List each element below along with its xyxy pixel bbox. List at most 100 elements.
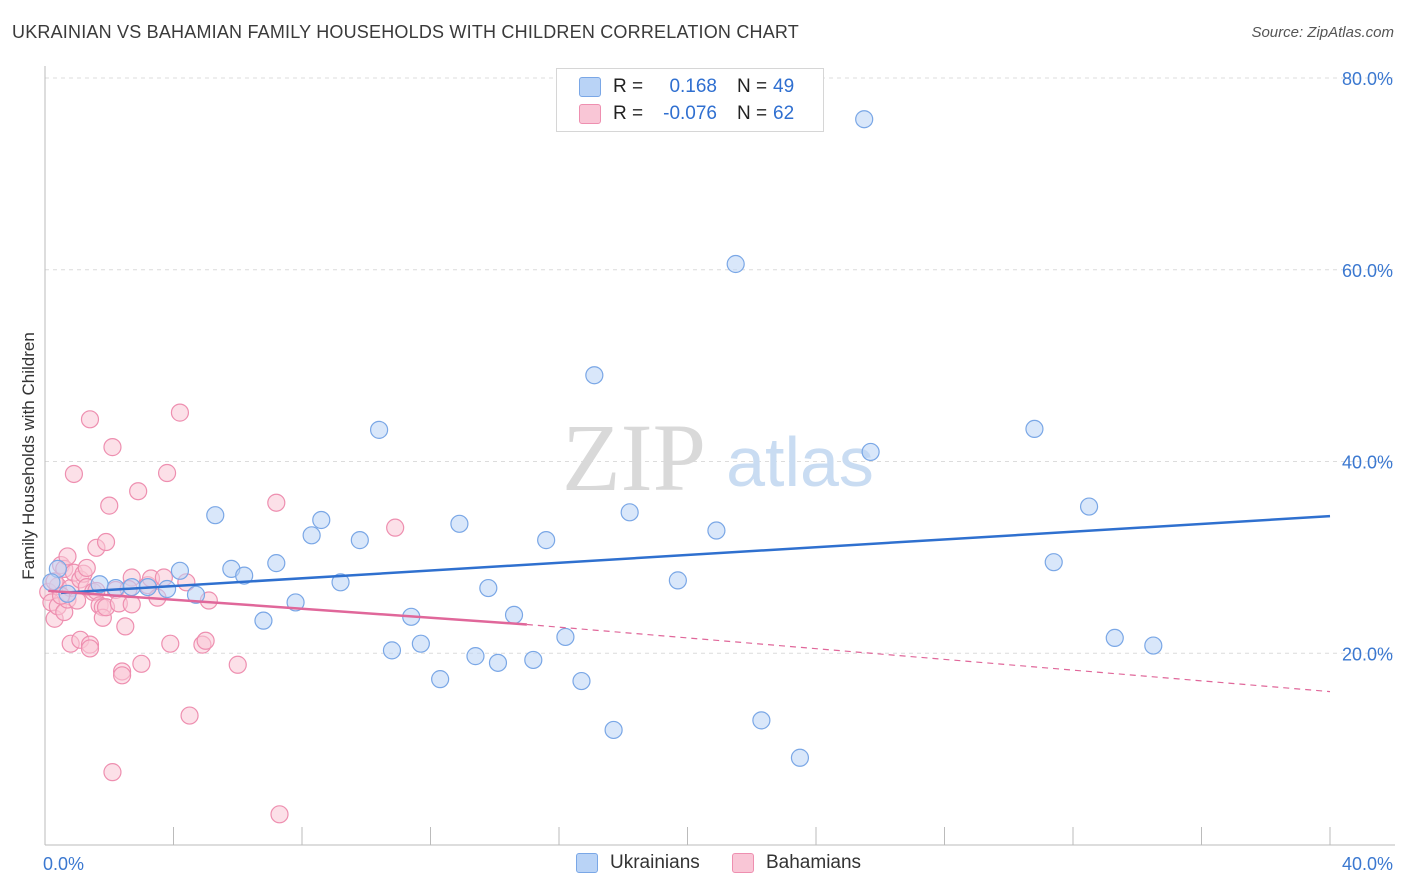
legend-row-ukrainians: R = 0.168 N = 49 — [579, 74, 794, 100]
chart-title: UKRAINIAN VS BAHAMIAN FAMILY HOUSEHOLDS … — [12, 22, 799, 42]
y-tick-label: 40.0% — [1342, 453, 1393, 473]
n-label: N = — [737, 103, 768, 124]
legend-item-ukrainians[interactable]: Ukrainians — [576, 852, 700, 874]
ukrainians-point — [504, 605, 524, 625]
bahamians-point — [103, 763, 122, 782]
series-legend: Ukrainians Bahamians — [0, 852, 1406, 878]
ukrainians-point — [1144, 636, 1163, 655]
bahamians-point — [96, 532, 116, 552]
ukrainians-point — [450, 514, 469, 533]
bahamians-point — [132, 654, 151, 673]
r-label: R = — [613, 76, 644, 97]
r-value: -0.076 — [663, 103, 717, 124]
ukrainians-point — [524, 650, 543, 670]
bahamians-point — [64, 464, 84, 484]
x-tick-label: 40.0% — [1342, 854, 1393, 874]
bahamians-point — [196, 631, 215, 650]
ukrainians-point — [488, 653, 508, 672]
source-label: Source: ZipAtlas.com — [1251, 24, 1394, 41]
watermark: ZIP atlas — [562, 404, 874, 511]
bahamians-point — [129, 482, 148, 501]
bahamians-point — [80, 639, 100, 658]
bahamians-point — [58, 547, 77, 566]
ukrainians-point — [861, 442, 880, 462]
ukrainians-point — [707, 521, 726, 540]
y-tick-label: 80.0% — [1342, 69, 1393, 89]
tick-labels: 20.0% 40.0% 60.0% 80.0% 0.0% 40.0% — [43, 69, 1393, 874]
bahamians-point — [267, 493, 286, 512]
y-tick-label: 20.0% — [1342, 644, 1393, 664]
legend-label-ukrainians: Ukrainians — [610, 852, 700, 873]
ukrainians-point — [466, 647, 485, 666]
ukrainians-point — [411, 634, 430, 653]
bahamians-point — [228, 655, 247, 674]
bahamians-point — [77, 558, 96, 578]
ukrainians-point — [235, 566, 254, 585]
bahamians-point — [103, 438, 122, 457]
y-tick-label: 60.0% — [1342, 261, 1393, 281]
bahamians-swatch — [579, 104, 601, 124]
bahamians-point — [157, 463, 177, 483]
bahamians-point — [100, 496, 119, 515]
watermark-zip: ZIP — [562, 404, 706, 511]
ukrainians-point — [431, 670, 450, 689]
ukrainians-point — [42, 573, 61, 592]
n-value: 62 — [773, 103, 795, 124]
ukrainians-point — [585, 366, 604, 385]
bahamians-point — [112, 666, 132, 685]
ukrainians-point — [537, 531, 556, 550]
ukrainians-swatch — [576, 853, 598, 873]
ukrainians-point — [620, 503, 639, 522]
ukrainians-point — [312, 510, 331, 530]
axes — [44, 66, 1395, 846]
bahamians-point — [80, 410, 100, 429]
bahamians-trend-line — [48, 589, 527, 626]
ukrainians-point — [1079, 497, 1099, 516]
ukrainians-point — [206, 506, 225, 525]
ukrainians-point — [382, 641, 402, 660]
ukrainians-point — [668, 571, 687, 590]
ukrainians-trend-line — [60, 514, 1331, 595]
bahamians-swatch — [732, 853, 754, 873]
x-tick-label: 0.0% — [43, 854, 84, 874]
bahamians-point — [270, 805, 289, 824]
legend-row-bahamians: R = -0.076 N = 62 — [579, 101, 794, 127]
n-label: N = — [737, 76, 768, 97]
ukrainians-swatch — [579, 77, 601, 97]
bahamians-points — [39, 403, 405, 824]
bahamians-point — [180, 706, 199, 725]
y-axis-label: Family Households with Children — [19, 332, 38, 580]
ukrainians-point — [331, 573, 350, 592]
legend-label-bahamians: Bahamians — [766, 852, 862, 873]
n-value: 49 — [773, 76, 795, 97]
ukrainians-point — [752, 711, 771, 730]
ukrainians-point — [556, 627, 575, 647]
r-label: R = — [613, 103, 644, 124]
ukrainians-point — [157, 579, 177, 599]
ukrainians-point — [186, 585, 206, 604]
ukrainians-point — [726, 254, 745, 274]
ukrainians-point — [286, 593, 305, 612]
grid-lines — [45, 77, 1395, 654]
ukrainians-point — [267, 554, 286, 573]
ukrainians-point — [370, 420, 389, 439]
ukrainians-point — [302, 526, 321, 545]
ukrainians-point — [572, 671, 591, 691]
bahamians-point — [170, 403, 190, 422]
correlation-legend: R = 0.168 N = 49 R = -0.076 N = 62 — [556, 68, 824, 132]
ukrainians-point — [1025, 419, 1044, 439]
ukrainians-point — [604, 720, 623, 740]
r-value: 0.168 — [669, 76, 717, 97]
watermark-atlas: atlas — [726, 423, 874, 501]
ukrainians-point — [1044, 553, 1063, 572]
ukrainians-points — [42, 110, 1163, 767]
ukrainians-point — [350, 531, 369, 550]
bahamians-point — [116, 617, 135, 636]
bahamians-point — [161, 634, 180, 653]
ukrainians-point — [170, 561, 190, 580]
ukrainians-point — [855, 110, 874, 129]
ukrainians-point — [1105, 628, 1124, 648]
legend-item-bahamians[interactable]: Bahamians — [732, 852, 861, 874]
bahamians-point — [386, 518, 405, 537]
ukrainians-point — [790, 748, 810, 767]
